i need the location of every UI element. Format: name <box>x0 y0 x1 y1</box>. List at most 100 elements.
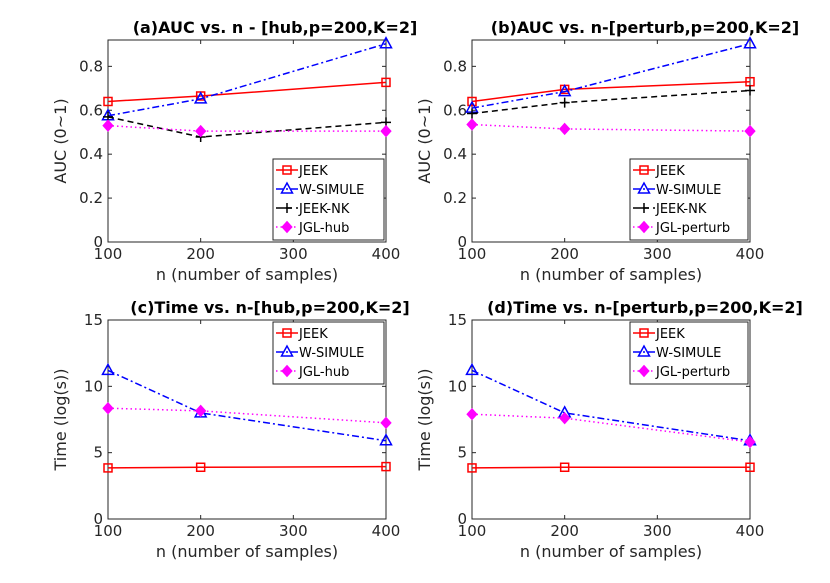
data-point <box>744 124 756 138</box>
legend-label: JEEK <box>655 164 685 179</box>
legend-label: JGL-hub <box>298 365 349 380</box>
legend-marker <box>282 328 292 338</box>
x-tick-label: 300 <box>279 245 308 263</box>
data-point <box>557 84 572 97</box>
legend-marker <box>637 181 651 194</box>
data-point <box>102 401 114 415</box>
chart-panel-d: 100 200 300 400 0 5 10 15 n (number of samples) T… <box>415 298 803 561</box>
legend-label: W-SIMULE <box>299 346 364 361</box>
x-tick-label: 100 <box>458 522 487 540</box>
data-point <box>193 91 208 104</box>
series-line <box>107 124 386 132</box>
y-tick-label: 0.8 <box>79 57 103 75</box>
series-line <box>471 413 751 443</box>
data-point <box>559 462 570 473</box>
series-line <box>107 407 387 424</box>
legend-marker <box>639 165 649 175</box>
data-point <box>103 463 113 473</box>
y-tick-label: 0 <box>93 510 103 528</box>
series-jeek <box>103 461 391 473</box>
data-point <box>379 36 393 49</box>
x-tick-label: 400 <box>372 245 401 263</box>
y-tick-label: 0.6 <box>79 101 103 119</box>
legend-label: JGL-perturb <box>655 221 730 236</box>
chart-panel-b: 100 200 300 400 0 0.2 0.4 0.6 0.8 n (number of sa… <box>415 18 799 284</box>
y-tick-label: 15 <box>84 311 103 329</box>
y-tick-label: 0 <box>93 233 103 251</box>
x-tick-label: 200 <box>186 522 215 540</box>
data-point <box>195 462 206 473</box>
legend-label: JGL-hub <box>298 221 349 236</box>
y-tick-label: 0.8 <box>443 57 467 75</box>
series-line <box>471 466 750 469</box>
x-tick-label: 400 <box>736 245 765 263</box>
series-line <box>107 43 387 117</box>
legend-label: JGL-perturb <box>655 365 730 380</box>
data-point <box>466 407 478 421</box>
x-tick-label: 200 <box>186 245 215 263</box>
data-point <box>467 463 477 473</box>
legend-marker <box>280 181 294 194</box>
data-point <box>745 85 755 96</box>
data-point <box>743 36 757 49</box>
chart-panel-a: 100 200 300 400 0 0.2 0.4 0.6 0.8 n (number of sa… <box>51 18 417 284</box>
data-point <box>745 462 755 473</box>
data-point <box>102 119 114 132</box>
data-point <box>466 118 478 131</box>
x-tick-label: 100 <box>458 245 487 263</box>
x-tick-label: 200 <box>550 522 579 540</box>
chart-title: (a)AUC vs. n - [hub,p=200,K=2] <box>133 18 418 37</box>
legend-marker <box>280 344 294 357</box>
series-jeek <box>467 462 755 473</box>
y-axis-label: Time (log(s)) <box>51 369 70 472</box>
series-jgl-hub <box>102 401 392 430</box>
legend-label: JEEK <box>298 327 328 342</box>
y-tick-label: 5 <box>93 444 103 462</box>
data-point <box>380 416 392 430</box>
legend-label: W-SIMULE <box>299 183 364 198</box>
y-tick-label: 15 <box>448 311 467 329</box>
series-jeek-nk <box>467 85 755 119</box>
data-point <box>379 433 393 446</box>
legend: JEEK W-SIMULE JGL-hub <box>272 321 385 385</box>
y-tick-label: 0 <box>457 510 467 528</box>
legend-marker <box>639 203 649 213</box>
y-tick-label: 0.2 <box>79 189 103 207</box>
series-jgl-perturb <box>466 407 756 449</box>
x-tick-label: 300 <box>643 522 672 540</box>
data-point <box>558 411 571 425</box>
x-tick-label: 300 <box>279 522 308 540</box>
series-line <box>107 465 387 469</box>
y-tick-label: 0.2 <box>443 189 467 207</box>
y-tick-label: 10 <box>448 377 467 395</box>
chart-title: (b)AUC vs. n-[perturb,p=200,K=2] <box>491 18 799 37</box>
data-point <box>381 77 391 88</box>
data-point <box>558 122 571 136</box>
data-point <box>194 404 207 418</box>
chart-title: (c)Time vs. n-[hub,p=200,K=2] <box>130 298 409 317</box>
legend-label: JEEK <box>655 327 685 342</box>
legend-marker <box>281 364 293 378</box>
chart-panel-c: 100 200 300 400 0 5 10 15 n (number of samples) T… <box>51 298 410 561</box>
legend-marker <box>638 220 650 234</box>
x-axis-label: n (number of samples) <box>156 265 338 284</box>
legend-marker <box>282 203 292 213</box>
y-tick-label: 0 <box>457 233 467 251</box>
data-point <box>744 435 756 449</box>
x-tick-label: 400 <box>372 522 401 540</box>
x-tick-label: 100 <box>94 245 123 263</box>
x-axis-label: n (number of samples) <box>520 542 702 561</box>
legend-marker <box>639 328 649 338</box>
series-w-simule <box>465 36 757 113</box>
data-point <box>381 461 391 472</box>
y-tick-label: 0.4 <box>79 145 103 163</box>
data-point <box>465 362 479 376</box>
legend-label: JEEK-NK <box>655 202 707 217</box>
legend: JEEK W-SIMULE JEEK-NK JGL-perturb <box>629 158 749 241</box>
data-point <box>559 97 570 108</box>
legend-marker <box>281 220 293 234</box>
y-tick-label: 0.6 <box>443 101 467 119</box>
y-axis-label: AUC (0~1) <box>51 98 70 183</box>
y-axis-label: AUC (0~1) <box>415 98 434 183</box>
